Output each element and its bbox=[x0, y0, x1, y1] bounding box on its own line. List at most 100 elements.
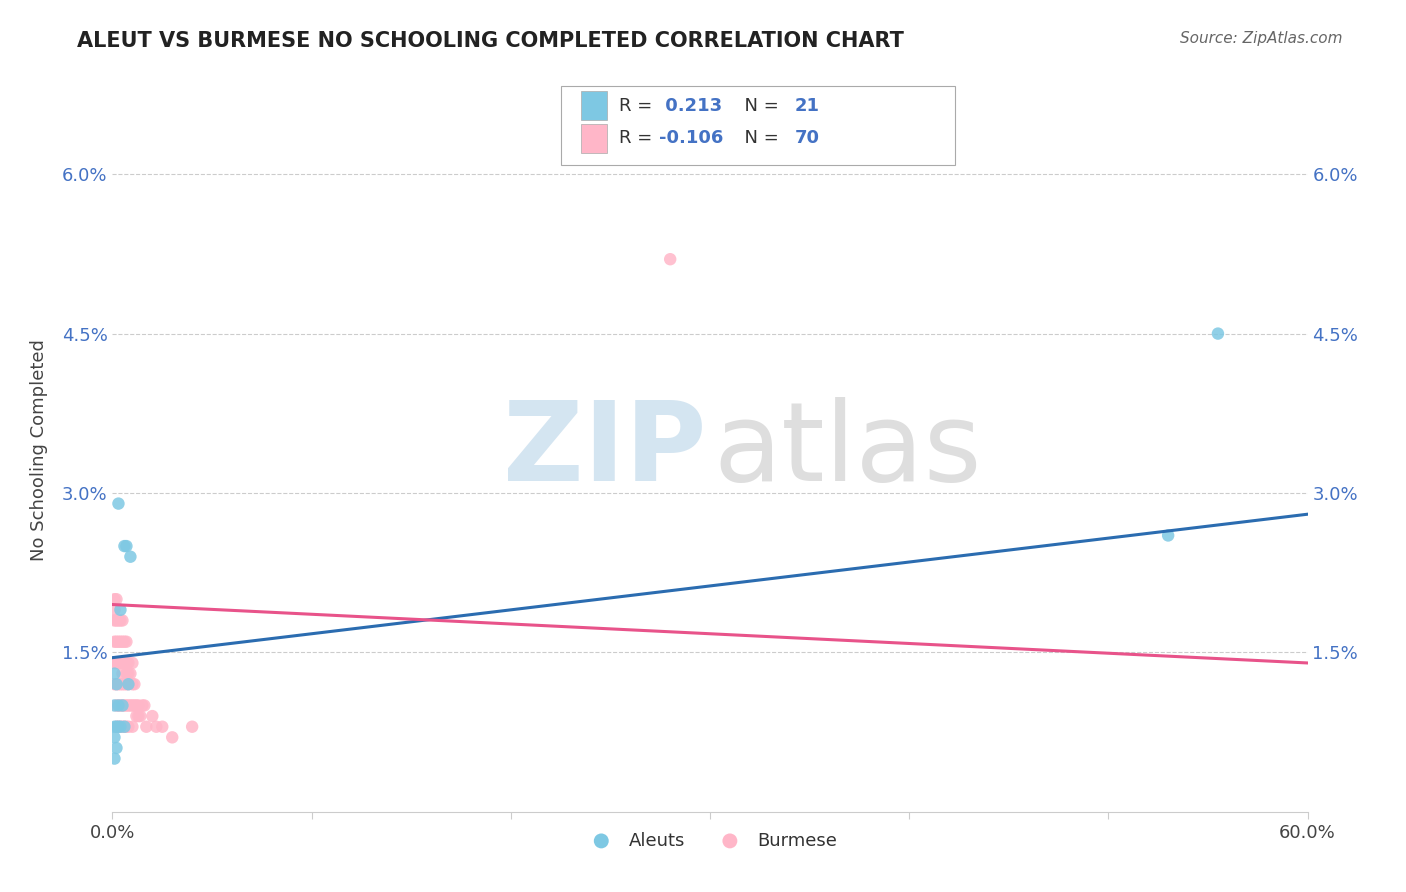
Point bbox=[103, 614, 125, 628]
Point bbox=[115, 666, 138, 681]
Point bbox=[121, 656, 143, 670]
Point bbox=[107, 698, 129, 713]
Point bbox=[107, 497, 129, 511]
Point bbox=[115, 677, 138, 691]
Point bbox=[105, 614, 128, 628]
Point bbox=[111, 720, 134, 734]
Point bbox=[103, 751, 125, 765]
Point bbox=[111, 666, 134, 681]
Point bbox=[105, 677, 128, 691]
Point bbox=[114, 720, 135, 734]
Point bbox=[111, 634, 134, 648]
Point bbox=[115, 634, 138, 648]
Point bbox=[105, 634, 128, 648]
Point bbox=[111, 698, 134, 713]
Point bbox=[107, 720, 129, 734]
Point bbox=[117, 720, 139, 734]
Point bbox=[127, 698, 149, 713]
Point bbox=[103, 666, 125, 681]
Point bbox=[107, 720, 129, 734]
Point bbox=[120, 666, 142, 681]
Point bbox=[659, 252, 682, 267]
Point bbox=[107, 634, 129, 648]
Point bbox=[181, 720, 204, 734]
Point bbox=[117, 677, 139, 691]
Point bbox=[103, 656, 125, 670]
Point bbox=[110, 677, 132, 691]
Point bbox=[117, 656, 139, 670]
Point bbox=[120, 549, 142, 564]
Text: N =: N = bbox=[733, 97, 785, 115]
Point bbox=[111, 698, 134, 713]
Point bbox=[111, 614, 134, 628]
Point bbox=[110, 720, 132, 734]
Point bbox=[124, 677, 146, 691]
Text: ZIP: ZIP bbox=[503, 397, 706, 504]
Point bbox=[105, 592, 128, 607]
Point bbox=[114, 634, 135, 648]
Point bbox=[103, 698, 125, 713]
Text: 70: 70 bbox=[794, 129, 820, 147]
Point bbox=[124, 698, 146, 713]
Text: R =: R = bbox=[619, 129, 658, 147]
Point bbox=[150, 720, 173, 734]
Point bbox=[117, 666, 139, 681]
Point bbox=[110, 634, 132, 648]
Point bbox=[107, 656, 129, 670]
Point bbox=[127, 709, 149, 723]
Point bbox=[111, 677, 134, 691]
Bar bbox=[581, 124, 607, 153]
Point bbox=[114, 720, 135, 734]
Point bbox=[1157, 528, 1180, 542]
Point bbox=[145, 720, 167, 734]
Point bbox=[125, 709, 148, 723]
Point bbox=[1206, 326, 1229, 341]
Text: atlas: atlas bbox=[714, 397, 983, 504]
Point bbox=[110, 720, 132, 734]
Point bbox=[120, 698, 142, 713]
Point bbox=[162, 731, 183, 745]
Text: Source: ZipAtlas.com: Source: ZipAtlas.com bbox=[1180, 31, 1343, 46]
Legend: Aleuts, Burmese: Aleuts, Burmese bbox=[576, 824, 844, 857]
Point bbox=[111, 656, 134, 670]
Point bbox=[107, 698, 129, 713]
Point bbox=[103, 720, 125, 734]
Text: N =: N = bbox=[733, 129, 785, 147]
Point bbox=[103, 603, 125, 617]
Point bbox=[110, 603, 132, 617]
Point bbox=[105, 741, 128, 756]
Point bbox=[114, 656, 135, 670]
Point bbox=[107, 677, 129, 691]
Point bbox=[115, 720, 138, 734]
Point bbox=[117, 677, 139, 691]
Point bbox=[117, 698, 139, 713]
Point bbox=[115, 539, 138, 553]
Point bbox=[110, 698, 132, 713]
Text: R =: R = bbox=[619, 97, 658, 115]
Text: 0.213: 0.213 bbox=[658, 97, 721, 115]
Text: -0.106: -0.106 bbox=[658, 129, 723, 147]
Point bbox=[125, 698, 148, 713]
Bar bbox=[581, 91, 607, 120]
Point bbox=[114, 698, 135, 713]
Point bbox=[105, 677, 128, 691]
Point bbox=[105, 698, 128, 713]
Point bbox=[129, 709, 152, 723]
Point bbox=[134, 698, 156, 713]
Point bbox=[103, 634, 125, 648]
Point bbox=[103, 677, 125, 691]
Point bbox=[105, 656, 128, 670]
Point bbox=[131, 698, 153, 713]
Point bbox=[141, 709, 163, 723]
Point bbox=[110, 656, 132, 670]
Point bbox=[121, 698, 143, 713]
FancyBboxPatch shape bbox=[561, 86, 955, 165]
Point bbox=[103, 592, 125, 607]
Point bbox=[107, 614, 129, 628]
Point bbox=[121, 677, 143, 691]
Point bbox=[110, 614, 132, 628]
Point bbox=[114, 539, 135, 553]
Point bbox=[115, 698, 138, 713]
Text: 21: 21 bbox=[794, 97, 820, 115]
Point bbox=[103, 731, 125, 745]
